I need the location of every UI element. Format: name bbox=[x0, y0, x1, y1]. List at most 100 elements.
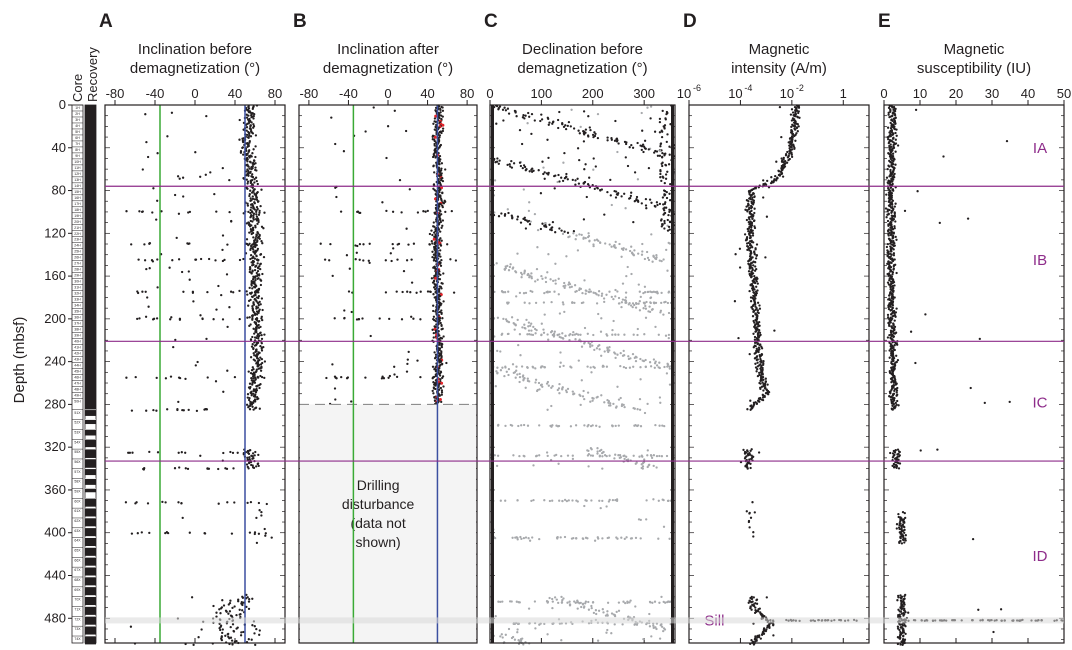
core-id-label: 23H bbox=[74, 238, 81, 242]
core-id-label: 60X bbox=[74, 499, 81, 503]
data-point bbox=[587, 391, 589, 393]
data-point bbox=[247, 305, 249, 307]
x-tick-label: 20 bbox=[949, 86, 963, 101]
data-point bbox=[256, 259, 258, 261]
data-point bbox=[558, 500, 560, 502]
core-id-label: 12H bbox=[74, 172, 81, 176]
data-point bbox=[520, 165, 522, 167]
data-point bbox=[660, 292, 662, 294]
data-point bbox=[534, 381, 536, 383]
data-point bbox=[549, 278, 551, 280]
data-point bbox=[650, 455, 652, 457]
data-point bbox=[385, 210, 387, 212]
data-point bbox=[654, 601, 656, 603]
data-point bbox=[762, 179, 764, 181]
data-point bbox=[749, 400, 751, 402]
data-point bbox=[535, 329, 537, 331]
data-point bbox=[393, 366, 395, 368]
data-point bbox=[549, 500, 551, 502]
data-point bbox=[215, 380, 217, 382]
data-point bbox=[642, 467, 644, 469]
data-point bbox=[659, 396, 661, 398]
data-point bbox=[572, 455, 574, 457]
data-point bbox=[507, 208, 509, 210]
data-point bbox=[176, 409, 178, 411]
data-point bbox=[254, 269, 256, 271]
data-point bbox=[600, 355, 602, 357]
data-points bbox=[125, 104, 273, 646]
data-point bbox=[261, 347, 263, 349]
data-point bbox=[546, 139, 548, 141]
data-point bbox=[525, 319, 527, 321]
data-point bbox=[334, 375, 336, 377]
core-id-label: 30H bbox=[74, 280, 81, 284]
data-point bbox=[615, 425, 617, 427]
core-id-label: 20H bbox=[74, 220, 81, 224]
data-point bbox=[522, 643, 524, 645]
data-point bbox=[174, 339, 176, 341]
data-point bbox=[526, 333, 528, 335]
data-point bbox=[797, 112, 799, 114]
data-point bbox=[264, 535, 266, 537]
data-point bbox=[793, 135, 795, 137]
data-point bbox=[507, 108, 509, 110]
data-point bbox=[644, 258, 646, 260]
data-point bbox=[749, 237, 751, 239]
data-point bbox=[620, 352, 622, 354]
data-point bbox=[648, 259, 650, 261]
data-point bbox=[196, 361, 198, 363]
data-point bbox=[504, 500, 506, 502]
data-point bbox=[217, 468, 219, 470]
data-point bbox=[597, 313, 599, 315]
data-point bbox=[523, 117, 525, 119]
data-point bbox=[528, 321, 530, 323]
data-point bbox=[176, 237, 178, 239]
data-point bbox=[567, 236, 569, 238]
data-point bbox=[569, 604, 571, 606]
data-point bbox=[621, 405, 623, 407]
data-point bbox=[393, 373, 395, 375]
data-point bbox=[573, 127, 575, 129]
data-point bbox=[658, 500, 660, 502]
data-point bbox=[362, 259, 364, 261]
data-point bbox=[261, 349, 263, 351]
data-point bbox=[562, 180, 564, 182]
core-id-label: 63X bbox=[74, 529, 81, 533]
data-point bbox=[565, 128, 567, 130]
data-point bbox=[659, 637, 661, 639]
data-point bbox=[645, 207, 647, 209]
data-point bbox=[654, 205, 656, 207]
data-point bbox=[396, 290, 398, 292]
data-point bbox=[222, 628, 224, 630]
depth-tick-label: 320 bbox=[44, 439, 66, 454]
data-point bbox=[746, 249, 748, 251]
data-point bbox=[608, 404, 610, 406]
data-point bbox=[579, 132, 581, 134]
data-point bbox=[644, 305, 646, 307]
data-point bbox=[567, 125, 569, 127]
data-point bbox=[427, 210, 429, 212]
data-point bbox=[523, 292, 525, 294]
data-point bbox=[177, 175, 179, 177]
data-point bbox=[434, 136, 437, 139]
data-point bbox=[750, 300, 752, 302]
data-point bbox=[527, 325, 529, 327]
data-point bbox=[247, 204, 249, 206]
x-tick-label: 10 bbox=[728, 86, 742, 101]
data-point bbox=[589, 129, 591, 131]
data-point bbox=[222, 452, 224, 454]
data-point bbox=[260, 514, 262, 516]
data-point bbox=[746, 210, 748, 212]
data-point bbox=[641, 254, 643, 256]
data-point bbox=[335, 196, 337, 198]
data-point bbox=[566, 391, 568, 393]
data-point bbox=[203, 408, 205, 410]
data-point bbox=[661, 225, 663, 227]
data-point bbox=[637, 303, 639, 305]
data-point bbox=[567, 178, 569, 180]
data-point bbox=[753, 596, 755, 598]
core-id-label: 1H bbox=[75, 106, 80, 110]
data-point bbox=[554, 279, 556, 281]
data-point bbox=[531, 536, 533, 538]
data-point bbox=[522, 114, 524, 116]
